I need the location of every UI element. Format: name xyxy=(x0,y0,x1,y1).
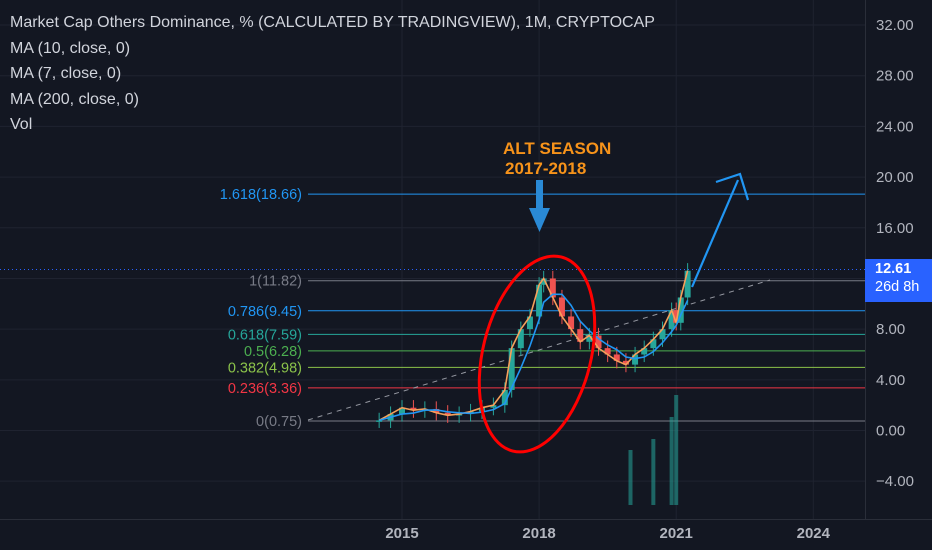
fib-level-label: 0(0.75) xyxy=(256,414,302,430)
time-axis: 2015 2018 2021 2024 xyxy=(385,525,830,542)
legend-ma7[interactable]: MA (7, close, 0) xyxy=(10,65,122,82)
y-tick-label: 8.00 xyxy=(876,321,905,338)
x-tick-label: 2015 xyxy=(385,525,418,542)
candle-body xyxy=(595,335,602,349)
y-tick-label: −4.00 xyxy=(876,473,914,490)
volume-bar xyxy=(674,395,679,505)
candle-body xyxy=(433,408,440,413)
candle-body xyxy=(376,420,383,422)
trend-line xyxy=(307,279,771,421)
y-tick-label: 20.00 xyxy=(876,169,914,186)
fibonacci-retracement: 1.618(18.66) 1(11.82) 0.786(9.45) 0.618(7.5… xyxy=(220,187,865,430)
candle-body xyxy=(526,316,533,330)
candle-body xyxy=(444,412,451,416)
candle-body xyxy=(684,270,691,298)
y-tick-label: 24.00 xyxy=(876,118,914,135)
price-badge-value: 12.61 xyxy=(875,261,912,277)
grid xyxy=(0,0,865,519)
candle-body xyxy=(399,407,405,415)
y-tick-label: 16.00 xyxy=(876,220,914,237)
candle-body xyxy=(613,354,620,361)
ma-slow-line xyxy=(378,293,689,422)
candle-body xyxy=(641,348,648,355)
chart-legend: Market Cap Others Dominance, % (CALCULAT… xyxy=(10,10,655,138)
y-tick-label: 4.00 xyxy=(876,372,905,389)
candle-body xyxy=(604,348,611,355)
candle-body xyxy=(632,354,639,365)
y-tick-label: 32.00 xyxy=(876,17,914,34)
candle-body xyxy=(568,316,575,330)
candle-body xyxy=(490,405,497,408)
price-badge-countdown: 26d 8h xyxy=(875,279,920,295)
x-tick-label: 2018 xyxy=(522,525,555,542)
candle-body xyxy=(501,389,508,406)
candle-body xyxy=(558,297,565,317)
candle-body xyxy=(650,339,657,349)
candle-body xyxy=(517,329,524,349)
annotation-line2: 2017-2018 xyxy=(505,159,586,178)
candle-body xyxy=(668,310,675,330)
volume-bars xyxy=(628,395,679,505)
price-badge: 12.61 26d 8h xyxy=(865,259,932,302)
x-tick-label: 2021 xyxy=(660,525,693,542)
candle-body xyxy=(410,407,417,411)
candle-body xyxy=(677,297,684,323)
x-tick-label: 2024 xyxy=(797,525,831,542)
annotation-line1: ALT SEASON xyxy=(503,139,611,158)
up-arrow-icon xyxy=(690,172,750,288)
candle-body xyxy=(586,335,593,342)
candle-body xyxy=(540,278,547,285)
fib-level-label: 0.236(3.36) xyxy=(228,381,302,397)
legend-ma200[interactable]: MA (200, close, 0) xyxy=(10,90,139,108)
candle-body xyxy=(536,284,543,317)
price-axis: 32.0028.0024.0020.0016.0012.008.004.000.… xyxy=(876,17,914,490)
volume-bar xyxy=(628,450,633,505)
fib-level-label: 0.786(9.45) xyxy=(228,304,302,320)
candle-body xyxy=(622,360,629,365)
volume-bar xyxy=(651,439,656,505)
candle-body xyxy=(508,348,515,390)
fib-level-label: 1.618(18.66) xyxy=(220,187,302,203)
down-arrow-icon xyxy=(529,180,550,232)
candle-body xyxy=(577,329,584,342)
volume-bar xyxy=(669,417,674,505)
legend-vol[interactable]: Vol xyxy=(10,116,33,133)
alt-season-circle xyxy=(477,254,597,454)
fib-level-label: 0.5(6.28) xyxy=(244,344,302,360)
y-tick-label: 28.00 xyxy=(876,68,914,85)
fib-level-label: 0.382(4.98) xyxy=(228,360,302,376)
fib-level-label: 1(11.82) xyxy=(249,274,302,290)
ma-fast-line xyxy=(378,270,689,422)
legend-title[interactable]: Market Cap Others Dominance, % (CALCULAT… xyxy=(10,14,655,31)
candle-body xyxy=(673,310,680,323)
fib-level-label: 0.618(7.59) xyxy=(228,327,302,343)
legend-ma10[interactable]: MA (10, close, 0) xyxy=(10,39,131,57)
candle-body xyxy=(549,278,556,298)
candle-body xyxy=(659,329,666,340)
y-tick-label: 0.00 xyxy=(876,423,905,440)
